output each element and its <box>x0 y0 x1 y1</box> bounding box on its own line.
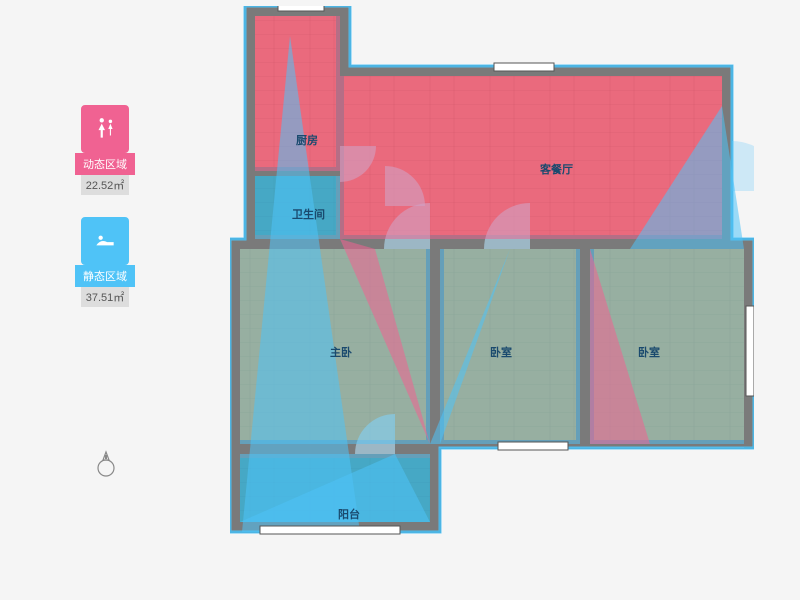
legend-value-dynamic: 22.52㎡ <box>81 175 129 195</box>
floorplan: 厨房客餐厅卫生间主卧卧室卧室阳台 <box>230 6 754 552</box>
legend-label-dynamic: 动态区域 <box>75 153 135 175</box>
legend-label-static: 静态区域 <box>75 265 135 287</box>
legend-item-dynamic: 动态区域 22.52㎡ <box>75 105 135 195</box>
activity-icon <box>81 105 129 153</box>
compass-icon <box>92 450 120 478</box>
rest-icon <box>81 217 129 265</box>
legend-item-static: 静态区域 37.51㎡ <box>75 217 135 307</box>
legend-value-static: 37.51㎡ <box>81 287 129 307</box>
legend: 动态区域 22.52㎡ 静态区域 37.51㎡ <box>75 105 135 329</box>
